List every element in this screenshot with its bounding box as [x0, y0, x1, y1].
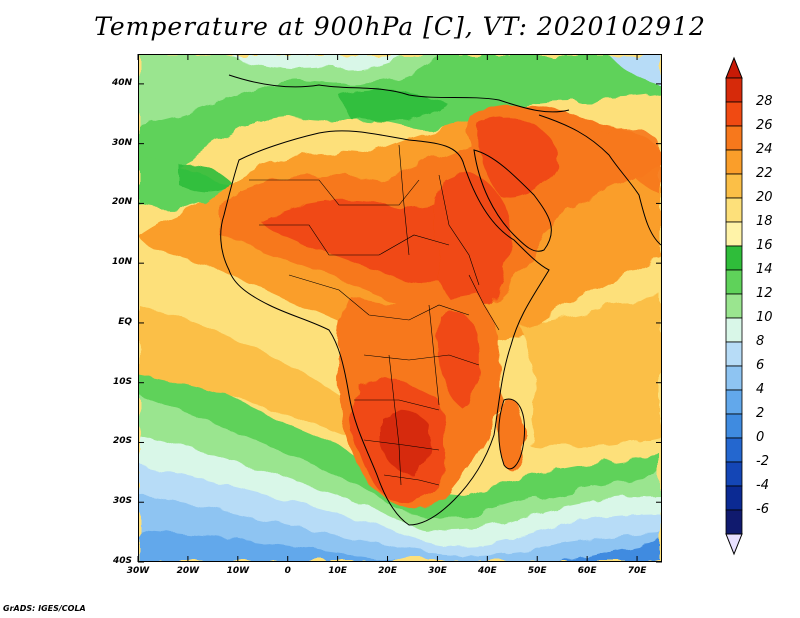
coastline-arabia	[473, 149, 552, 252]
colorbar-level-label: 26	[756, 118, 773, 133]
field-south-deepblue-east	[559, 540, 661, 561]
lat-tick-label: 30S	[112, 496, 132, 507]
colorbar-segment	[725, 437, 743, 463]
colorbar-segment	[725, 221, 743, 247]
colorbar-segment	[725, 485, 743, 511]
field-madagascar	[498, 399, 525, 469]
lat-tick-label: 20S	[112, 436, 132, 447]
colorbar-segment	[725, 125, 743, 151]
lat-tick-label: EQ	[118, 316, 132, 327]
colorbar-segment	[725, 413, 743, 439]
colorbar-level-label: 22	[756, 166, 773, 181]
coastlines	[220, 74, 661, 526]
border-1	[249, 179, 420, 206]
field-ethiopia-red	[433, 174, 511, 311]
colorbar-level-label: 20	[756, 190, 773, 205]
chart-title: Temperature at 900hPa [C], VT: 202010291…	[94, 12, 706, 41]
colorbar-level-label: 10	[756, 310, 773, 325]
colorbar-level-label: 12	[756, 286, 773, 301]
lat-tick-label: 40N	[111, 77, 132, 88]
lon-tick-label: 0	[284, 566, 291, 576]
colorbar-level-label: 16	[756, 238, 773, 253]
field-canary-green	[179, 163, 234, 193]
colorbar-level-label: -4	[756, 478, 769, 493]
colorbar-segment	[725, 461, 743, 487]
colorbar-segment	[725, 365, 743, 391]
border-4	[398, 144, 410, 256]
colorbar-segment	[725, 317, 743, 343]
colorbar-level-label: 14	[756, 262, 773, 277]
field-north-cyan	[229, 55, 399, 69]
field-safrica-core	[379, 409, 431, 475]
colorbar	[725, 56, 743, 556]
field-indian-ocean-orange	[519, 295, 661, 447]
border-12	[468, 274, 500, 331]
border-10	[388, 354, 402, 486]
lon-tick-label: 10W	[226, 566, 250, 576]
lon-tick-label: 70E	[627, 566, 647, 576]
colorbar-level-label: 4	[756, 382, 765, 397]
colorbar-segment	[725, 389, 743, 415]
coastline-europe	[228, 74, 570, 113]
coastline-africa	[220, 130, 550, 526]
lon-tick-label: 30E	[428, 566, 447, 576]
colorbar-segment	[725, 101, 743, 127]
lat-tick-label: 40S	[112, 556, 132, 566]
border-7	[354, 399, 440, 411]
colorbar-level-label: 18	[756, 214, 773, 229]
colorbar-segment	[725, 149, 743, 175]
border-9	[383, 474, 440, 486]
colorbar-segment	[725, 293, 743, 319]
colorbar-segment	[725, 269, 743, 295]
border-8	[363, 439, 440, 451]
colorbar-segment	[725, 509, 743, 535]
credit-text: GrADS: IGES/COLA	[3, 604, 86, 613]
field-med-green	[339, 89, 449, 121]
colorbar-level-label: -6	[756, 502, 769, 517]
border-5	[438, 174, 480, 286]
colorbar-level-label: 8	[756, 334, 765, 349]
field-north-lightgreen	[139, 55, 439, 125]
border-6	[363, 354, 480, 366]
field-arabia-red	[477, 119, 559, 198]
colorbar-segment	[725, 341, 743, 367]
lon-tick-label: 30W	[126, 566, 150, 576]
lon-tick-label: 10E	[328, 566, 347, 576]
temperature-field	[139, 55, 661, 561]
colorbar-level-label: -2	[756, 454, 769, 469]
colorbar-under-triangle	[725, 533, 743, 556]
colorbar-level-label: 0	[756, 430, 765, 445]
lon-tick-label: 40E	[477, 566, 497, 576]
colorbar-level-label: 28	[756, 94, 773, 109]
colorbar-segment	[725, 77, 743, 103]
field-satlantic-yellow	[139, 305, 382, 450]
country-borders	[249, 144, 500, 486]
lat-tick-label: 10N	[111, 257, 132, 268]
lat-tick-label: 10S	[112, 376, 132, 387]
field-northeast-cyan	[609, 55, 661, 85]
lon-tick-label: 60E	[577, 566, 597, 576]
coastline-madagascar	[498, 398, 526, 470]
field-eastafrica-red	[438, 311, 481, 405]
field-south-deepblue	[139, 530, 399, 561]
lat-tick-label: 20N	[111, 197, 132, 208]
colorbar-level-label: 2	[756, 406, 765, 421]
lon-tick-label: 20E	[378, 566, 397, 576]
colorbar-level-label: 24	[756, 142, 773, 157]
field-india-orange	[599, 130, 661, 195]
lon-tick-label: 50E	[527, 566, 547, 576]
border-3	[288, 274, 470, 321]
temperature-map	[138, 54, 662, 562]
lat-tick-label: 30N	[111, 137, 132, 148]
colorbar-level-label: 6	[756, 358, 765, 373]
colorbar-over-triangle	[725, 56, 743, 79]
lon-tick-label: 20W	[176, 566, 200, 576]
border-11	[428, 304, 440, 406]
colorbar-segment	[725, 197, 743, 223]
colorbar-segment	[725, 245, 743, 271]
border-2	[259, 224, 450, 256]
colorbar-segment	[725, 173, 743, 199]
coastline-asia	[538, 114, 661, 246]
